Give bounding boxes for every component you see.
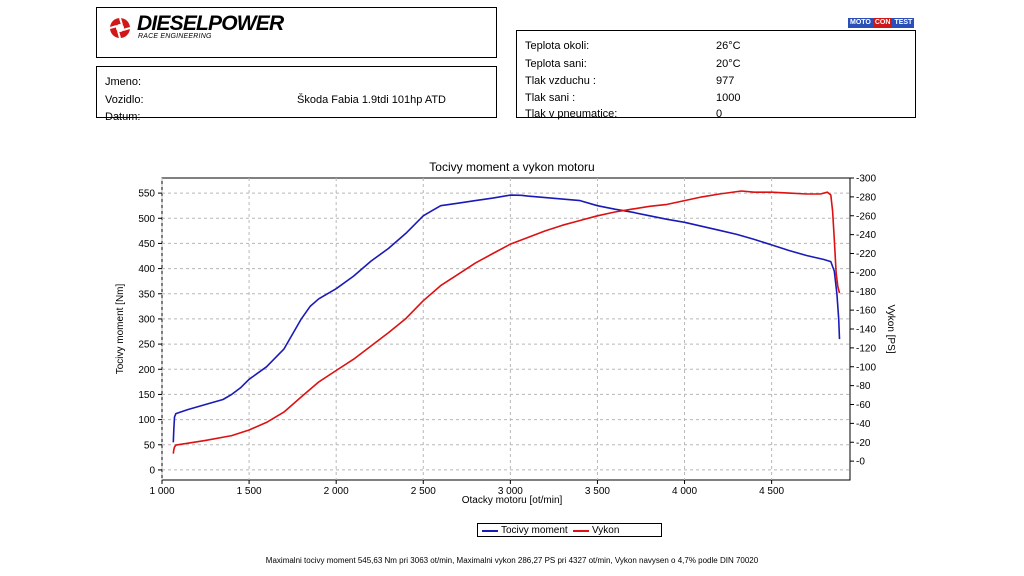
y-left-tick-label: 250 <box>138 340 155 351</box>
series-lines <box>172 190 841 454</box>
y-right-tick-label: -300 <box>856 174 876 185</box>
date-label: Datum: <box>105 111 141 123</box>
power-line <box>172 190 841 454</box>
chart-title: Tocivy moment a vykon motoru <box>429 160 594 174</box>
y-right-tick-label: -160 <box>856 306 876 317</box>
air-pressure-value: 977 <box>716 75 735 87</box>
y-right-tick-label: -100 <box>856 362 876 373</box>
y-right-tick-label: -20 <box>856 438 871 449</box>
partner-logo: MOTO CON TEST <box>848 18 915 28</box>
summary-note: Maximalni tocivy moment 545,63 Nm pri 30… <box>265 556 759 565</box>
y-left-tick-label: 0 <box>149 465 155 476</box>
air-pressure-label: Tlak vzduchu : <box>525 75 596 87</box>
y-left-tick-label: 550 <box>138 189 155 200</box>
x-tick-label: 3 500 <box>585 486 610 497</box>
y-left-tick-label: 300 <box>138 314 155 325</box>
y-right-tick-label: -0 <box>856 457 865 468</box>
y-left-tick-label: 450 <box>138 239 155 250</box>
legend-swatch-power <box>573 530 589 532</box>
intake-temp-label: Teplota sani: <box>525 58 587 70</box>
x-axis-label: Otacky motoru [ot/min] <box>462 495 563 506</box>
y-right-tick-label: -240 <box>856 230 876 241</box>
vehicle-label: Vozidlo: <box>105 94 144 106</box>
y-left-tick-label: 50 <box>144 440 156 451</box>
grid <box>161 178 850 480</box>
x-tick-label: 2 000 <box>324 486 349 497</box>
tire-pressure-label: Tlak v pneumatice: <box>525 108 618 120</box>
tire-pressure-value: 0 <box>716 108 723 120</box>
partner-logo-part2: CON <box>872 18 893 28</box>
partner-logo-part3: TEST <box>892 18 915 28</box>
y-left-tick-label: 150 <box>138 390 155 401</box>
y-right-tick-label: -180 <box>856 287 876 298</box>
turbo-logo-icon <box>109 17 131 39</box>
y-left-tick-label: 500 <box>138 214 155 225</box>
y-right-tick-label: -200 <box>856 268 876 279</box>
legend-item-power: Vykon <box>573 525 619 537</box>
x-tick-label: 4 000 <box>672 486 697 497</box>
x-tick-label: 1 000 <box>149 486 174 497</box>
y-right-tick-label: -220 <box>856 249 876 260</box>
conditions-panel: Teplota okoli: 26°C Teplota sani: 20°C T… <box>516 30 916 120</box>
y-axis-left-label: Tocivy moment [Nm] <box>115 283 126 374</box>
y-left-tick-label: 100 <box>138 415 155 426</box>
y-right-tick-label: -280 <box>856 192 876 203</box>
intake-pressure-label: Tlak sani : <box>525 92 576 104</box>
intake-pressure-value: 1000 <box>716 92 741 104</box>
y-right-tick-label: -40 <box>856 419 871 430</box>
partner-logo-part1: MOTO <box>848 18 873 28</box>
y-left-tick-label: 200 <box>138 365 155 376</box>
brand-tagline: RACE ENGINEERING <box>138 33 212 40</box>
x-tick-label: 1 500 <box>237 486 262 497</box>
chart-legend: Tocivy moment Vykon <box>477 523 662 537</box>
intake-temp-value: 20°C <box>716 58 741 70</box>
name-label: Jmeno: <box>105 76 142 88</box>
y-right-tick-label: -60 <box>856 400 871 411</box>
client-info-panel: Jmeno: Vozidlo: Škoda Fabia 1.9tdi 101hp… <box>96 66 497 123</box>
ambient-temp-value: 26°C <box>716 40 741 52</box>
legend-item-torque: Tocivy moment <box>482 525 568 537</box>
y-right-tick-label: -80 <box>856 381 871 392</box>
y-axis-right-label: Vykon [PS] <box>885 304 896 353</box>
y-right-tick-label: -120 <box>856 343 876 354</box>
legend-label-torque: Tocivy moment <box>501 525 568 536</box>
y-left-tick-label: 400 <box>138 264 155 275</box>
ambient-temp-label: Teplota okoli: <box>525 40 590 52</box>
axis-ticks: 1 000 1 500 2 000 2 500 3 000 3 500 4 000 4 500… <box>138 174 876 498</box>
legend-swatch-torque <box>482 530 498 532</box>
x-tick-label: 4 500 <box>759 486 784 497</box>
brand-name: DIESELPOWER <box>137 12 284 35</box>
vehicle-value: Škoda Fabia 1.9tdi 101hp ATD <box>297 94 447 106</box>
plot-area <box>161 177 851 481</box>
y-right-tick-label: -260 <box>856 211 876 222</box>
legend-label-power: Vykon <box>592 525 620 536</box>
logo-panel: DIESELPOWER RACE ENGINEERING <box>96 7 497 58</box>
y-right-tick-label: -140 <box>856 325 876 336</box>
x-tick-label: 3 000 <box>498 486 523 497</box>
x-tick-label: 2 500 <box>411 486 436 497</box>
torque-line <box>172 194 841 443</box>
y-left-tick-label: 350 <box>138 289 155 300</box>
